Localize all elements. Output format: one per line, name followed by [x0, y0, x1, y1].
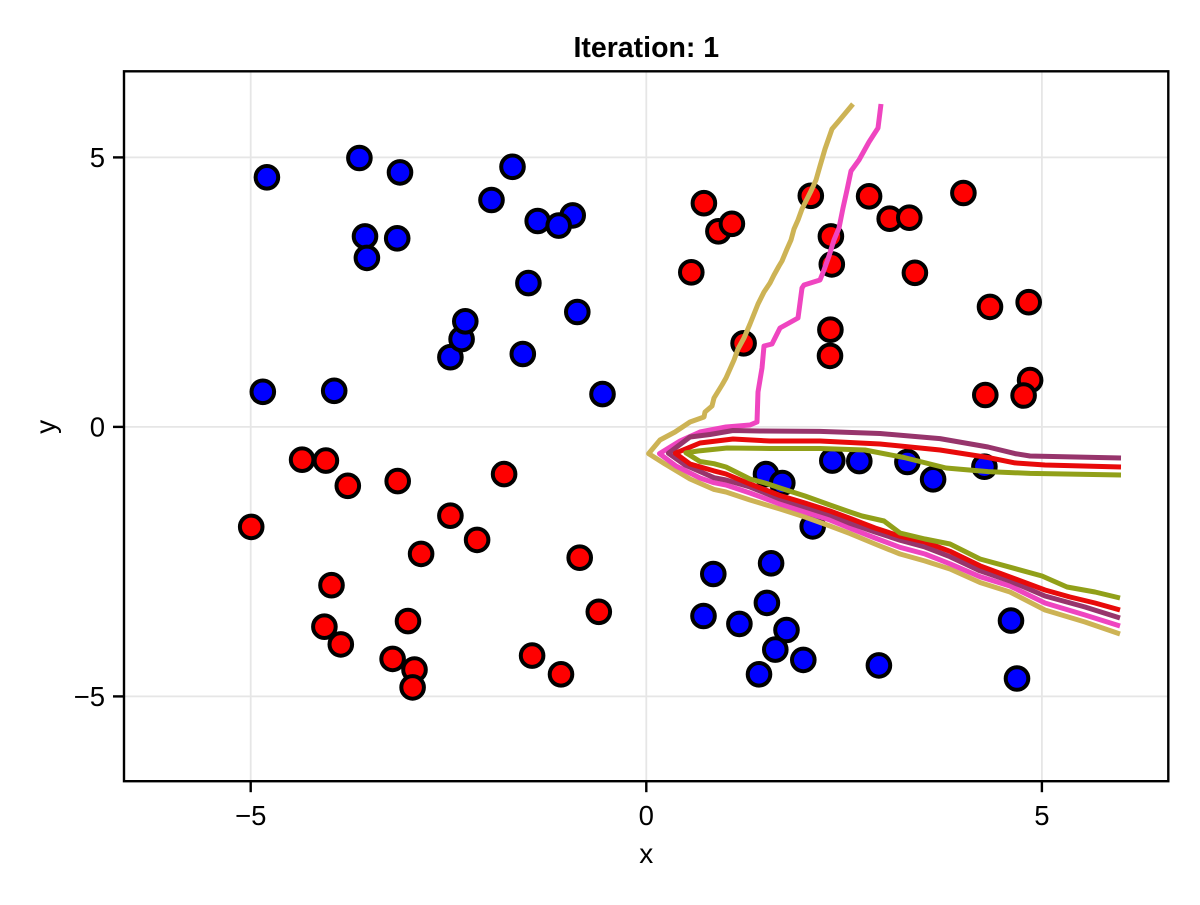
svg-text:−5: −5 [235, 800, 266, 831]
svg-text:5: 5 [90, 142, 105, 173]
svg-text:0: 0 [90, 411, 105, 442]
svg-text:5: 5 [1034, 800, 1049, 831]
svg-text:Iteration: 1: Iteration: 1 [573, 32, 719, 64]
svg-text:−5: −5 [74, 681, 105, 712]
svg-text:0: 0 [639, 800, 654, 831]
svg-text:x: x [639, 838, 653, 869]
svg-text:y: y [30, 420, 61, 434]
